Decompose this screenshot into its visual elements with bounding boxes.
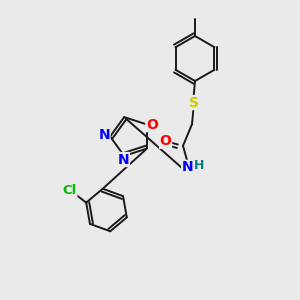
Text: H: H xyxy=(194,159,204,172)
Text: O: O xyxy=(160,134,172,148)
Text: S: S xyxy=(188,96,199,110)
Text: O: O xyxy=(146,118,158,131)
Text: N: N xyxy=(118,152,129,167)
Text: N: N xyxy=(98,128,110,142)
Text: N: N xyxy=(182,160,193,174)
Text: Cl: Cl xyxy=(63,184,77,196)
